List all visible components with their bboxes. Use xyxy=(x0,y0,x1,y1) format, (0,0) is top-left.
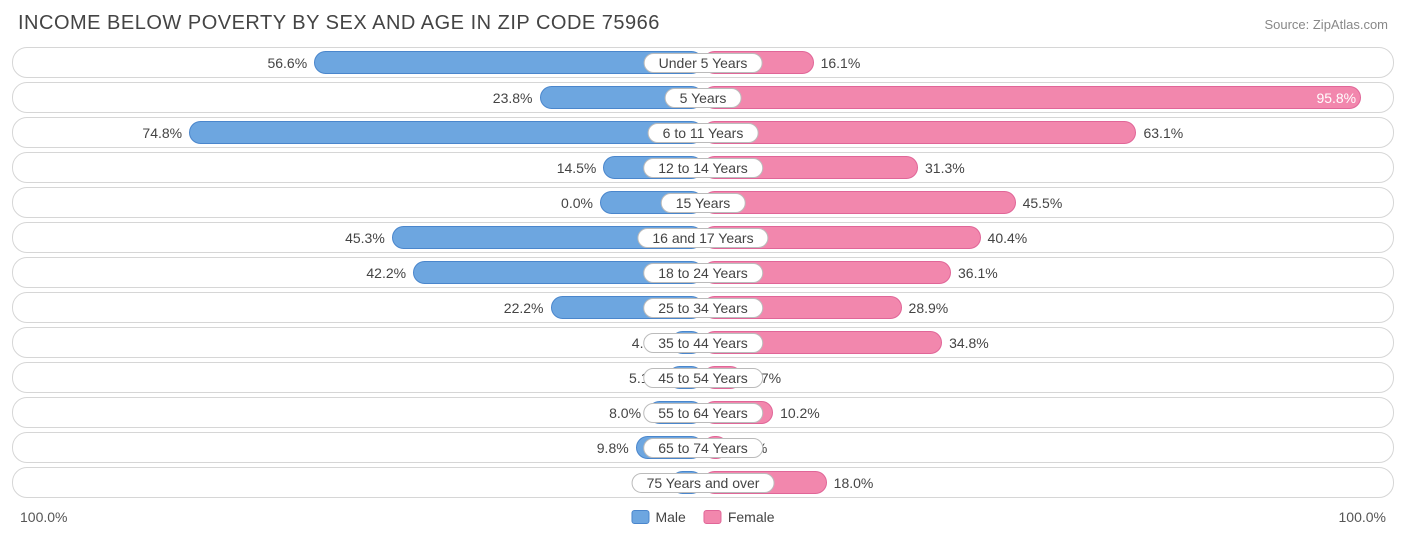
chart-row: 14.5% 31.3% 12 to 14 Years xyxy=(12,152,1394,183)
chart-row: 56.6% 16.1% Under 5 Years xyxy=(12,47,1394,78)
value-female: 28.9% xyxy=(901,300,949,316)
chart-row: 23.8% 95.8% 5 Years xyxy=(12,82,1394,113)
category-label: 16 and 17 Years xyxy=(637,228,768,248)
chart-row: 4.6%18.0%75 Years and over xyxy=(12,467,1394,498)
bar-female: 45.5% xyxy=(703,191,1016,214)
axis-right-label: 100.0% xyxy=(1339,509,1386,525)
bar-female: 95.8% xyxy=(703,86,1361,109)
chart-row: 4.7%34.8%35 to 44 Years xyxy=(12,327,1394,358)
value-female: 18.0% xyxy=(826,475,874,491)
value-male: 74.8% xyxy=(142,125,190,141)
category-label: 45 to 54 Years xyxy=(643,368,763,388)
category-label: 25 to 34 Years xyxy=(643,298,763,318)
value-male: 22.2% xyxy=(504,300,552,316)
value-male: 9.8% xyxy=(597,440,637,456)
chart-row: 0.0%45.5%15 Years xyxy=(12,187,1394,218)
value-male: 23.8% xyxy=(493,90,541,106)
legend-label-female: Female xyxy=(728,509,775,525)
value-female: 40.4% xyxy=(980,230,1028,246)
value-male: 42.2% xyxy=(366,265,414,281)
chart-row: 74.8%63.1%6 to 11 Years xyxy=(12,117,1394,148)
chart-row: 8.0%10.2%55 to 64 Years xyxy=(12,397,1394,428)
legend-item-male: Male xyxy=(631,509,685,525)
chart-source: Source: ZipAtlas.com xyxy=(1264,17,1388,32)
chart-row: 5.1%5.7%45 to 54 Years xyxy=(12,362,1394,393)
category-label: 12 to 14 Years xyxy=(643,158,763,178)
value-male: 56.6% xyxy=(267,55,315,71)
category-label: 5 Years xyxy=(665,88,742,108)
chart-title: INCOME BELOW POVERTY BY SEX AND AGE IN Z… xyxy=(18,12,660,35)
chart-footer: 100.0% Male Female 100.0% xyxy=(12,502,1394,528)
bar-female: 63.1% xyxy=(703,121,1136,144)
category-label: 15 Years xyxy=(661,193,746,213)
category-label: 6 to 11 Years xyxy=(648,123,759,143)
category-label: 35 to 44 Years xyxy=(643,333,763,353)
value-male: 14.5% xyxy=(557,160,605,176)
chart-container: INCOME BELOW POVERTY BY SEX AND AGE IN Z… xyxy=(0,0,1406,536)
chart-row: 42.2% 36.1% 18 to 24 Years xyxy=(12,257,1394,288)
category-label: Under 5 Years xyxy=(644,53,763,73)
value-female: 31.3% xyxy=(917,160,965,176)
chart-header: INCOME BELOW POVERTY BY SEX AND AGE IN Z… xyxy=(12,12,1394,47)
legend-item-female: Female xyxy=(704,509,775,525)
legend-swatch-male xyxy=(631,510,649,524)
category-label: 75 Years and over xyxy=(632,473,775,493)
category-label: 55 to 64 Years xyxy=(643,403,763,423)
axis-left-label: 100.0% xyxy=(20,509,67,525)
value-male: 45.3% xyxy=(345,230,393,246)
value-female: 63.1% xyxy=(1135,125,1183,141)
value-female: 10.2% xyxy=(772,405,820,421)
value-male: 0.0% xyxy=(561,195,601,211)
value-female: 45.5% xyxy=(1015,195,1063,211)
legend-label-male: Male xyxy=(655,509,685,525)
category-label: 65 to 74 Years xyxy=(643,438,763,458)
chart-rows: 56.6% 16.1% Under 5 Years 23.8% 95.8% 5 Years… xyxy=(12,47,1394,498)
chart-row: 45.3% 40.4% 16 and 17 Years xyxy=(12,222,1394,253)
legend-swatch-female xyxy=(704,510,722,524)
category-label: 18 to 24 Years xyxy=(643,263,763,283)
value-female: 34.8% xyxy=(941,335,989,351)
bar-male: 74.8% xyxy=(189,121,703,144)
chart-row: 22.2% 28.9% 25 to 34 Years xyxy=(12,292,1394,323)
value-female: 95.8% xyxy=(1316,90,1356,106)
value-female: 16.1% xyxy=(813,55,861,71)
chart-row: 9.8%3.7%65 to 74 Years xyxy=(12,432,1394,463)
legend: Male Female xyxy=(631,509,774,525)
value-female: 36.1% xyxy=(950,265,998,281)
